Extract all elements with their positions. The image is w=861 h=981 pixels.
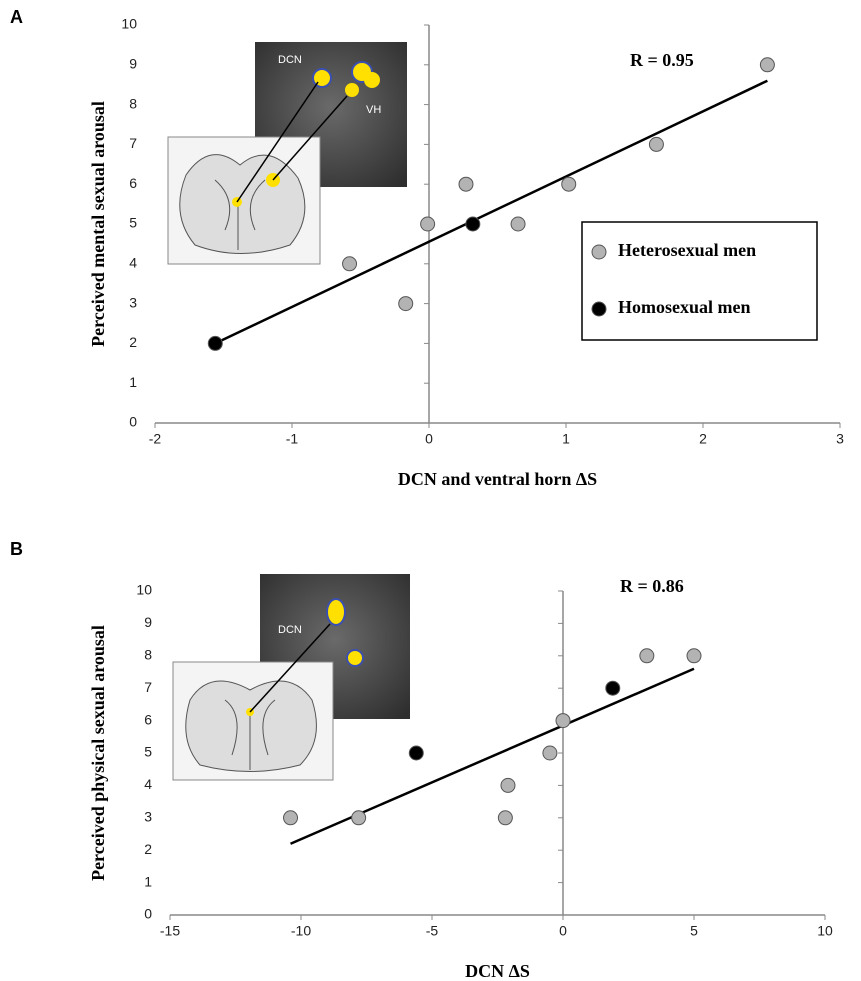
x-tick-label: -1	[286, 431, 299, 447]
point	[283, 810, 299, 826]
point	[542, 745, 558, 761]
x-tick-label: 2	[699, 431, 707, 447]
point	[500, 777, 516, 793]
y-tick-label: 10	[136, 582, 152, 598]
x-tick-label: -5	[426, 923, 439, 939]
x-tick-label: -2	[149, 431, 162, 447]
x-tick-label: 0	[559, 923, 567, 939]
y-tick-label: 8	[144, 647, 152, 663]
panel-label: B	[10, 539, 23, 559]
x-tick-label: 5	[690, 923, 698, 939]
point	[207, 335, 223, 351]
x-axis-label: DCN and ventral horn ΔS	[398, 469, 597, 489]
y-tick-label: 9	[144, 614, 152, 630]
point	[648, 136, 664, 152]
y-axis-label: Perceived mental sexual arousal	[88, 101, 108, 347]
annotation: R = 0.95	[630, 50, 694, 70]
y-tick-label: 7	[129, 135, 137, 151]
point	[398, 296, 414, 312]
y-tick-label: 7	[144, 679, 152, 695]
y-axis-label: Perceived physical sexual arousal	[88, 625, 108, 881]
activation	[345, 83, 359, 97]
point	[759, 57, 775, 73]
cord-outline	[224, 699, 276, 770]
y-tick-label: 3	[144, 809, 152, 825]
inset-b: DCN	[172, 574, 410, 781]
x-tick-label: -15	[160, 923, 180, 939]
point	[342, 256, 358, 272]
y-tick-label: 5	[129, 215, 137, 231]
y-tick-label: 3	[129, 294, 137, 310]
cord-outline	[185, 680, 317, 772]
point	[510, 216, 526, 232]
inset-label: DCN	[278, 624, 302, 636]
point	[465, 216, 481, 232]
point	[408, 745, 424, 761]
y-tick-label: 8	[129, 95, 137, 111]
point	[555, 713, 571, 729]
activation	[346, 649, 364, 667]
arrow	[236, 81, 319, 203]
y-tick-label: 10	[121, 16, 137, 32]
activation	[364, 72, 380, 88]
point	[351, 810, 367, 826]
arrow	[272, 95, 348, 181]
point	[497, 810, 513, 826]
arrow	[249, 623, 331, 713]
trendline	[214, 79, 768, 345]
y-tick-label: 1	[144, 873, 152, 889]
y-tick-label: 4	[144, 776, 152, 792]
y-tick-label: 0	[129, 414, 137, 430]
cord-outline	[179, 154, 306, 254]
cord-outline	[214, 179, 266, 250]
x-tick-label: -10	[291, 923, 311, 939]
y-tick-label: 0	[144, 906, 152, 922]
x-tick-label: 0	[425, 431, 433, 447]
inset-label: DCN	[278, 54, 302, 66]
x-tick-label: 10	[817, 923, 833, 939]
point	[639, 648, 655, 664]
point	[686, 648, 702, 664]
inset-a: DCN VH	[167, 42, 407, 265]
y-tick-label: 9	[129, 56, 137, 72]
y-tick-label: 5	[144, 744, 152, 760]
legend-marker	[591, 244, 607, 260]
point	[561, 176, 577, 192]
activation	[326, 598, 346, 626]
legend-label: Homosexual men	[618, 297, 751, 317]
annotation: R = 0.86	[620, 576, 684, 596]
x-axis-label: DCN ΔS	[465, 961, 530, 981]
x-tick-label: 1	[562, 431, 570, 447]
x-tick-label: 3	[836, 431, 844, 447]
y-tick-label: 1	[129, 374, 137, 390]
point	[605, 680, 621, 696]
point	[420, 216, 436, 232]
y-tick-label: 2	[129, 334, 137, 350]
y-tick-label: 6	[144, 711, 152, 727]
legend-label: Heterosexual men	[618, 240, 756, 260]
y-tick-label: 2	[144, 841, 152, 857]
panel-label: A	[10, 7, 23, 27]
y-tick-label: 4	[129, 255, 137, 271]
point	[458, 176, 474, 192]
inset-label: VH	[366, 104, 381, 116]
y-tick-label: 6	[129, 175, 137, 191]
legend-marker	[591, 301, 607, 317]
legend-box	[581, 221, 818, 341]
